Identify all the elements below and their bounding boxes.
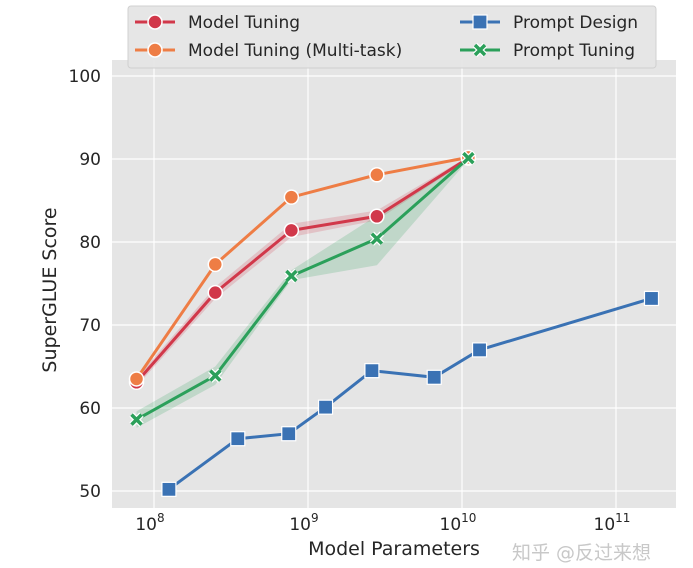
model-tuning-point — [283, 222, 300, 239]
legend-marker — [147, 14, 163, 30]
y-tick-label: 50 — [79, 482, 101, 502]
grid — [112, 60, 676, 508]
legend-label: Prompt Tuning — [513, 41, 635, 61]
watermark: 知乎 @反过来想 — [512, 542, 651, 564]
prompt-design-point — [471, 342, 488, 358]
y-tick-label: 100 — [69, 67, 101, 87]
series-lines — [128, 149, 660, 497]
model-tuning-multi-task-point — [207, 256, 224, 273]
x-tick-label: 1011 — [594, 511, 631, 535]
model-tuning-multi-task-point — [283, 189, 300, 205]
prompt-design-point — [364, 363, 380, 379]
legend-marker — [472, 14, 488, 30]
model-tuning-point — [207, 284, 224, 301]
x-tick-label: 1010 — [440, 511, 477, 535]
prompt-tuning-ci-band — [136, 156, 469, 428]
model-tuning-multi-task-point — [128, 371, 145, 387]
prompt-design-point — [426, 369, 442, 385]
y-tick-label: 70 — [79, 316, 101, 336]
prompt-tuning-point — [370, 232, 384, 245]
x-tick-label: 109 — [289, 511, 318, 535]
prompt-design-point — [161, 481, 177, 497]
prompt-design-point — [230, 431, 246, 447]
prompt-tuning-point — [285, 269, 298, 283]
prompt-design-point — [317, 399, 334, 415]
legend-box — [127, 5, 657, 69]
y-tick-label: 90 — [79, 150, 101, 170]
prompt-tuning-point — [209, 369, 222, 382]
prompt-design-point — [643, 290, 660, 307]
legend-marker — [147, 42, 163, 58]
y-axis-label: SuperGLUE Score — [39, 207, 61, 372]
tick-labels: 108 109 1010 1011 50 60 70 80 90 100 — [69, 67, 631, 535]
prompt-tuning-point — [462, 151, 475, 165]
confidence-bands — [136, 156, 469, 428]
model-tuning-point — [369, 208, 385, 225]
legend: Model Tuning Model Tuning (Multi-task) Pro… — [127, 5, 657, 69]
prompt-tuning-point — [130, 413, 143, 426]
legend-label: Model Tuning — [188, 13, 300, 33]
x-axis-label: Model Parameters — [308, 538, 480, 560]
x-tick-label: 108 — [135, 511, 164, 535]
legend-label: Prompt Design — [513, 13, 638, 33]
legend-marker — [473, 43, 487, 57]
legend-label: Model Tuning (Multi-task) — [188, 41, 402, 61]
model-tuning-ci-band — [136, 156, 469, 387]
plot-area — [112, 60, 676, 508]
model-tuning-multi-task-point — [369, 167, 385, 183]
y-tick-label: 60 — [79, 399, 101, 419]
prompt-design-point — [281, 426, 297, 442]
y-tick-label: 80 — [79, 233, 101, 253]
